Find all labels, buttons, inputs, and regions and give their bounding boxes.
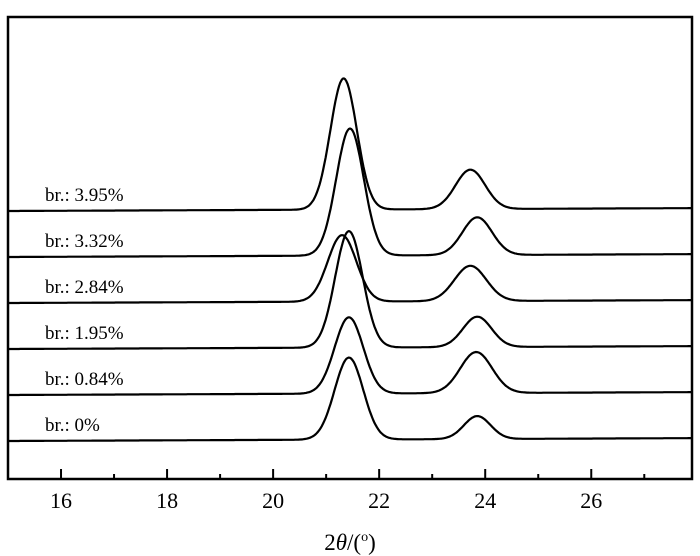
series-line-4 [8, 127, 692, 259]
series-label-3: br.: 2.84% [45, 277, 124, 298]
x-axis-title-suffix: /( [347, 530, 361, 555]
x-tick-label-3: 22 [368, 488, 390, 513]
plot-frame [6, 15, 694, 481]
x-axis-title-prefix: 2 [324, 530, 336, 555]
x-axis-title-symbol: θ [336, 530, 347, 555]
x-tick-label-0: 16 [50, 488, 72, 513]
x-tick-label-2: 20 [262, 488, 284, 513]
x-axis-title-close: ) [368, 530, 376, 555]
series-line-5 [8, 77, 692, 213]
series-label-0: br.: 0% [45, 415, 100, 436]
x-tick-label-1: 18 [156, 488, 178, 513]
series-label-4: br.: 3.32% [45, 231, 124, 252]
series-line-0 [8, 356, 692, 443]
x-axis-ticks: 16 18 20 22 24 26 [50, 469, 646, 513]
x-axis-title: 2θ/(o) [324, 530, 376, 555]
series-label-1: br.: 0.84% [45, 369, 124, 390]
series-label-2: br.: 1.95% [45, 323, 124, 344]
x-tick-label-5: 26 [580, 488, 602, 513]
x-tick-label-4: 24 [474, 488, 496, 513]
series-traces [8, 77, 692, 443]
series-line-3 [8, 234, 692, 305]
series-labels: br.: 0% br.: 0.84% br.: 1.95% br.: 2.84% br.… [45, 185, 124, 436]
x-axis-title-superscript: o [361, 530, 368, 545]
series-label-5: br.: 3.95% [45, 185, 124, 206]
series-line-1 [8, 316, 692, 397]
series-line-2 [8, 230, 692, 351]
